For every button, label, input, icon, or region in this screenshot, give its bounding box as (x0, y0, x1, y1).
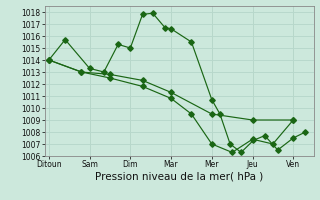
X-axis label: Pression niveau de la mer( hPa ): Pression niveau de la mer( hPa ) (95, 172, 263, 182)
